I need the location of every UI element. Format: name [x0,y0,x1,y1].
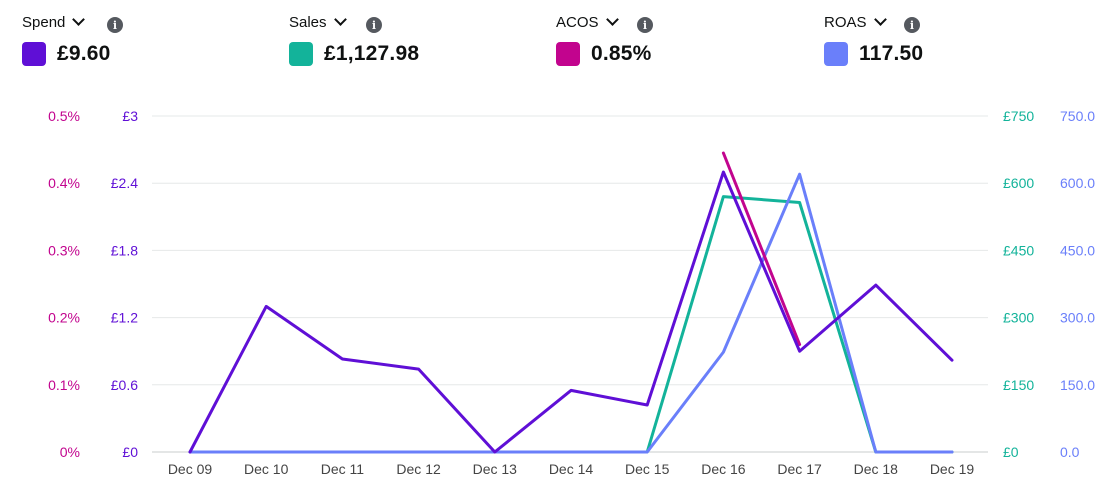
metric-label-acos: ACOS [556,13,599,31]
series-line-roas [188,172,954,454]
x-tick-label: Dec 09 [168,461,213,477]
info-icon[interactable]: i [107,17,123,33]
sales-tick-label: £600 [1003,175,1034,191]
sales-tick-label: £0 [1003,444,1019,460]
spend-tick-label: £0 [122,444,138,460]
spend-color-swatch [22,42,46,66]
acos-tick-label: 0.4% [48,175,80,191]
roas-color-swatch [824,42,848,66]
x-tick-label: Dec 12 [396,461,441,477]
info-icon[interactable]: i [904,17,920,33]
sales-tick-label: £150 [1003,377,1034,393]
roas-tick-label: 750.0 [1060,108,1095,124]
spend-tick-label: £1.8 [111,242,138,258]
acos-tick-label: 0% [60,444,80,460]
x-tick-label: Dec 14 [549,461,594,477]
series-line-acos [721,151,802,346]
acos-tick-label: 0.3% [48,242,80,258]
roas-tick-label: 150.0 [1060,377,1095,393]
roas-tick-label: 300.0 [1060,310,1095,326]
metric-acos: ACOS i 0.85% [556,12,653,66]
x-tick-label: Dec 18 [854,461,899,477]
metric-value-acos: 0.85% [591,42,652,65]
acos-tick-label: 0.5% [48,108,80,124]
roas-tick-label: 450.0 [1060,242,1095,258]
acos-tick-label: 0.2% [48,310,80,326]
acos-tick-label: 0.1% [48,377,80,393]
spend-tick-label: £2.4 [111,175,138,191]
x-tick-label: Dec 19 [930,461,975,477]
sales-tick-label: £450 [1003,242,1034,258]
sales-color-swatch [289,42,313,66]
metric-label-spend: Spend [22,13,66,31]
metric-label-sales: Sales [289,13,327,31]
roas-tick-label: 0.0 [1060,444,1080,460]
acos-color-swatch [556,42,580,66]
metric-value-roas: 117.50 [859,42,924,65]
metric-sales: Sales i £1,127.98 [289,12,419,66]
x-tick-label: Dec 15 [625,461,670,477]
sales-tick-label: £300 [1003,310,1034,326]
x-tick-label: Dec 17 [777,461,822,477]
x-tick-label: Dec 13 [473,461,518,477]
metric-label-roas: ROAS [824,13,867,31]
x-tick-label: Dec 16 [701,461,746,477]
sales-tick-label: £750 [1003,108,1034,124]
metric-spend: Spend i £9.60 [22,12,123,66]
info-icon[interactable]: i [637,17,653,33]
spend-tick-label: £0.6 [111,377,138,393]
x-tick-label: Dec 11 [321,461,365,477]
x-tick-label: Dec 10 [244,461,289,477]
info-icon[interactable]: i [366,17,382,33]
metric-roas: ROAS i 117.50 [824,12,923,66]
series-line-sales [188,195,954,454]
metric-value-spend: £9.60 [57,42,111,65]
series-line-spend [188,170,954,454]
spend-tick-label: £3 [122,108,138,124]
metric-value-sales: £1,127.98 [324,42,420,65]
roas-tick-label: 600.0 [1060,175,1095,191]
spend-tick-label: £1.2 [111,310,138,326]
